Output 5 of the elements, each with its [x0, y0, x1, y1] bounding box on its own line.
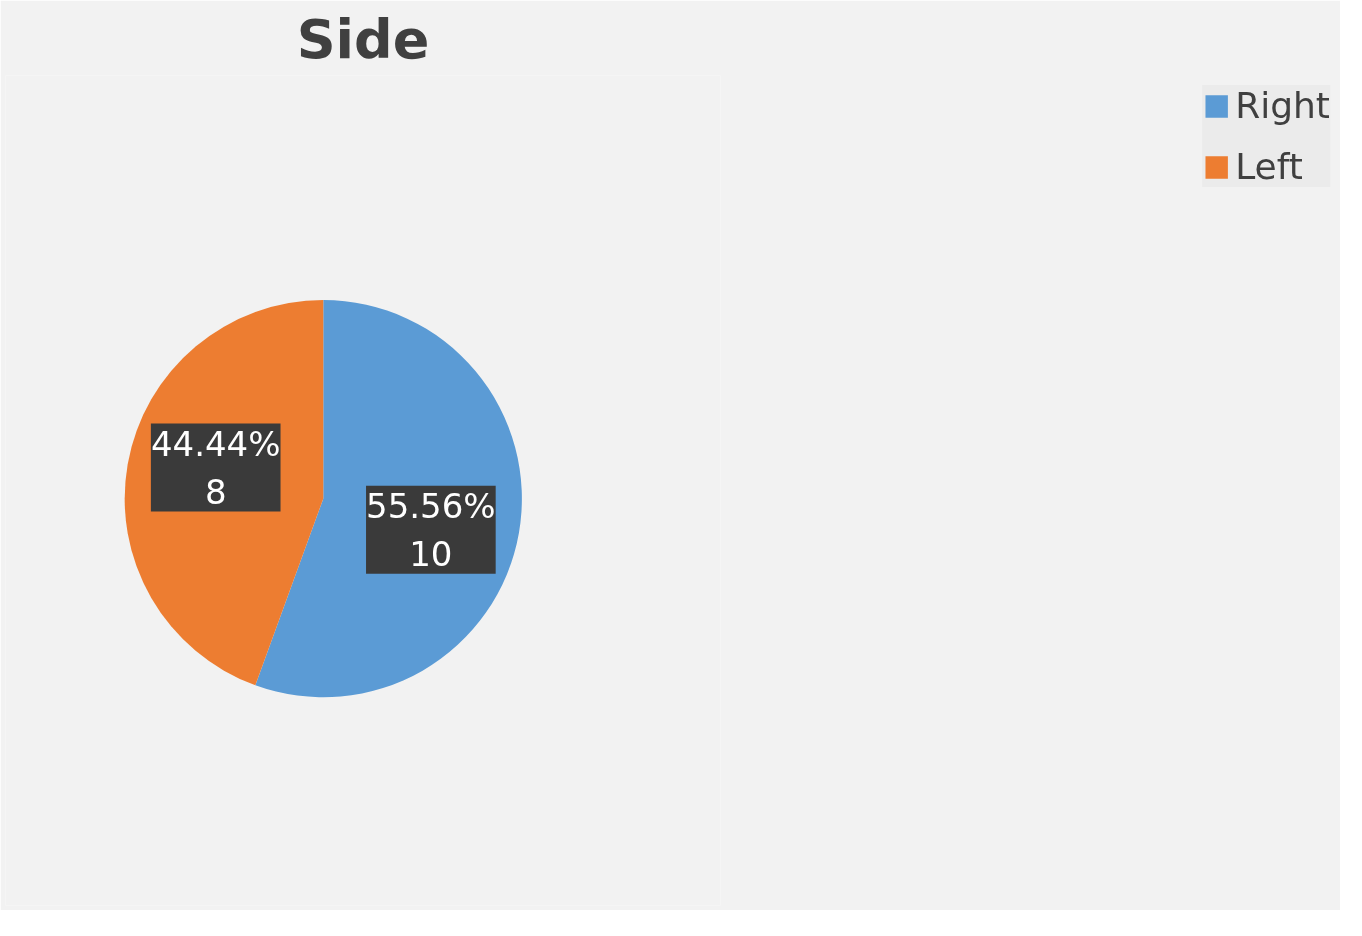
data-label: 44.44% 8	[150, 423, 281, 512]
legend-label: Left	[1235, 146, 1303, 187]
data-label: 55.56% 10	[366, 485, 496, 574]
chart-title: Side	[296, 7, 430, 71]
legend-label: Right	[1235, 85, 1330, 126]
